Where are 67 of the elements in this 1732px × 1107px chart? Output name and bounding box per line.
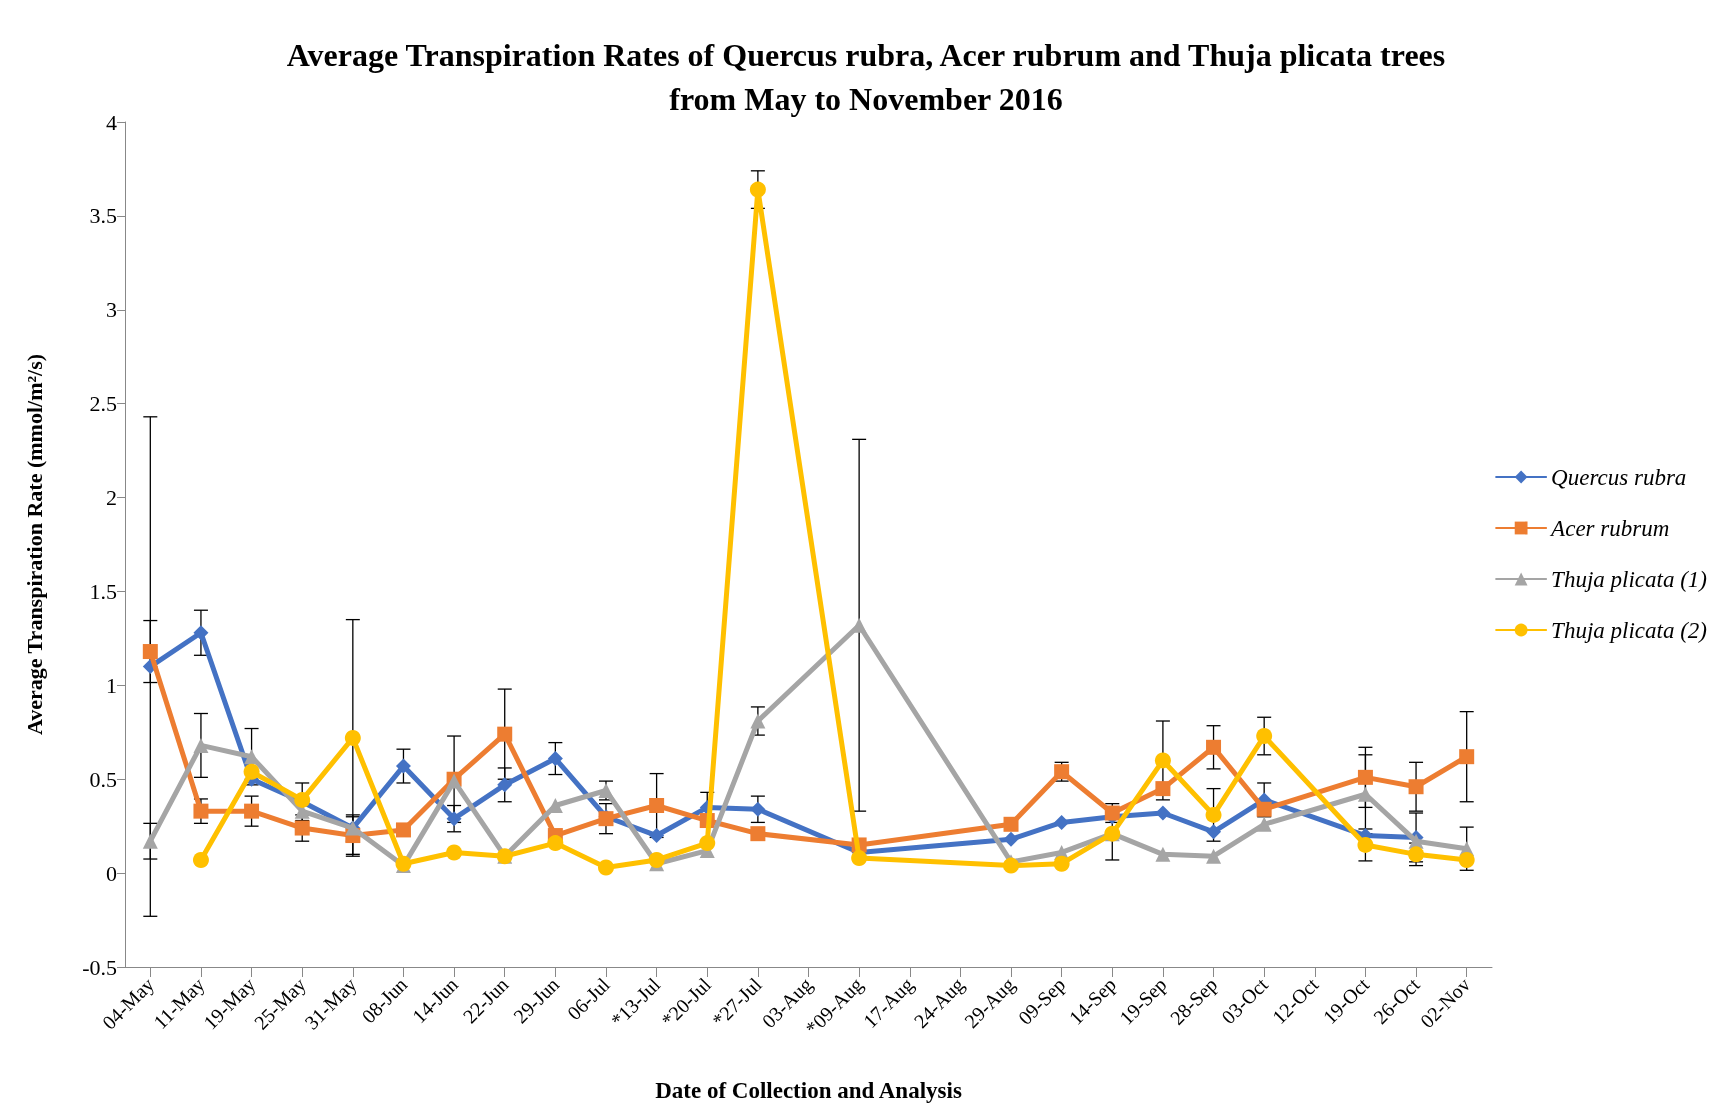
y-tick-label: 3	[106, 297, 117, 323]
point	[1206, 848, 1222, 864]
point	[446, 811, 462, 827]
point	[395, 758, 411, 774]
point	[1459, 749, 1475, 765]
point	[1408, 846, 1425, 863]
point	[1053, 855, 1070, 872]
point	[497, 777, 513, 793]
y-tick-label: 2	[106, 485, 117, 511]
y-tick-label: 2.5	[89, 391, 117, 417]
chart-title: Average Transpiration Rates of Quercus rubra, Acer rubrum and Thuja plicata trees from May to November 2016	[286, 37, 1446, 117]
point	[1003, 831, 1019, 847]
point	[851, 850, 868, 867]
point	[1155, 805, 1171, 821]
point	[1154, 752, 1171, 769]
point	[142, 644, 158, 660]
point	[1256, 816, 1272, 832]
point	[1256, 728, 1273, 745]
point	[294, 820, 310, 836]
point	[193, 803, 209, 819]
y-tick-label: 1.5	[89, 578, 117, 604]
legend-label: Thuja plicata (1)	[1551, 566, 1708, 592]
point	[1256, 801, 1272, 817]
point	[750, 826, 766, 842]
point	[1003, 857, 1020, 874]
point	[749, 181, 766, 198]
point	[497, 726, 513, 742]
legend-label: Thuja plicata (2)	[1551, 617, 1708, 643]
point	[699, 835, 716, 852]
y-tick-label: 4	[106, 109, 117, 135]
y-axis-title: Average Transpiration Rate (mmol/m²/s)	[21, 353, 47, 736]
legend-label: Acer rubrum	[1549, 515, 1670, 541]
point	[750, 713, 766, 729]
y-tick-label: 1	[106, 672, 117, 698]
point	[649, 828, 665, 844]
point	[193, 625, 209, 641]
point	[244, 803, 260, 819]
point	[1357, 769, 1373, 785]
point	[649, 798, 665, 814]
point	[1054, 814, 1070, 830]
point	[344, 729, 361, 746]
point	[395, 822, 411, 838]
point	[192, 851, 209, 868]
point	[598, 859, 614, 876]
point	[142, 833, 158, 849]
point	[648, 851, 665, 868]
point	[193, 737, 209, 753]
point	[243, 763, 260, 780]
x-axis-title: Date of Collection and Analysis	[655, 1078, 962, 1103]
point	[1206, 739, 1222, 755]
y-tick-label: 0	[106, 860, 117, 886]
point	[547, 835, 564, 852]
point	[1003, 816, 1019, 832]
y-tick-label: 0.5	[89, 766, 117, 792]
point	[446, 844, 463, 861]
point	[547, 751, 563, 767]
point	[750, 801, 766, 817]
y-tick-label: 3.5	[89, 203, 117, 229]
legend-label: Quercus rubra	[1551, 464, 1687, 490]
point	[1155, 846, 1171, 862]
point	[1408, 779, 1424, 795]
point	[1155, 781, 1171, 797]
point	[1458, 851, 1475, 868]
point	[1205, 806, 1222, 823]
point	[1357, 836, 1374, 853]
point	[1206, 824, 1222, 840]
y-tick-label: -0.5	[82, 954, 117, 980]
